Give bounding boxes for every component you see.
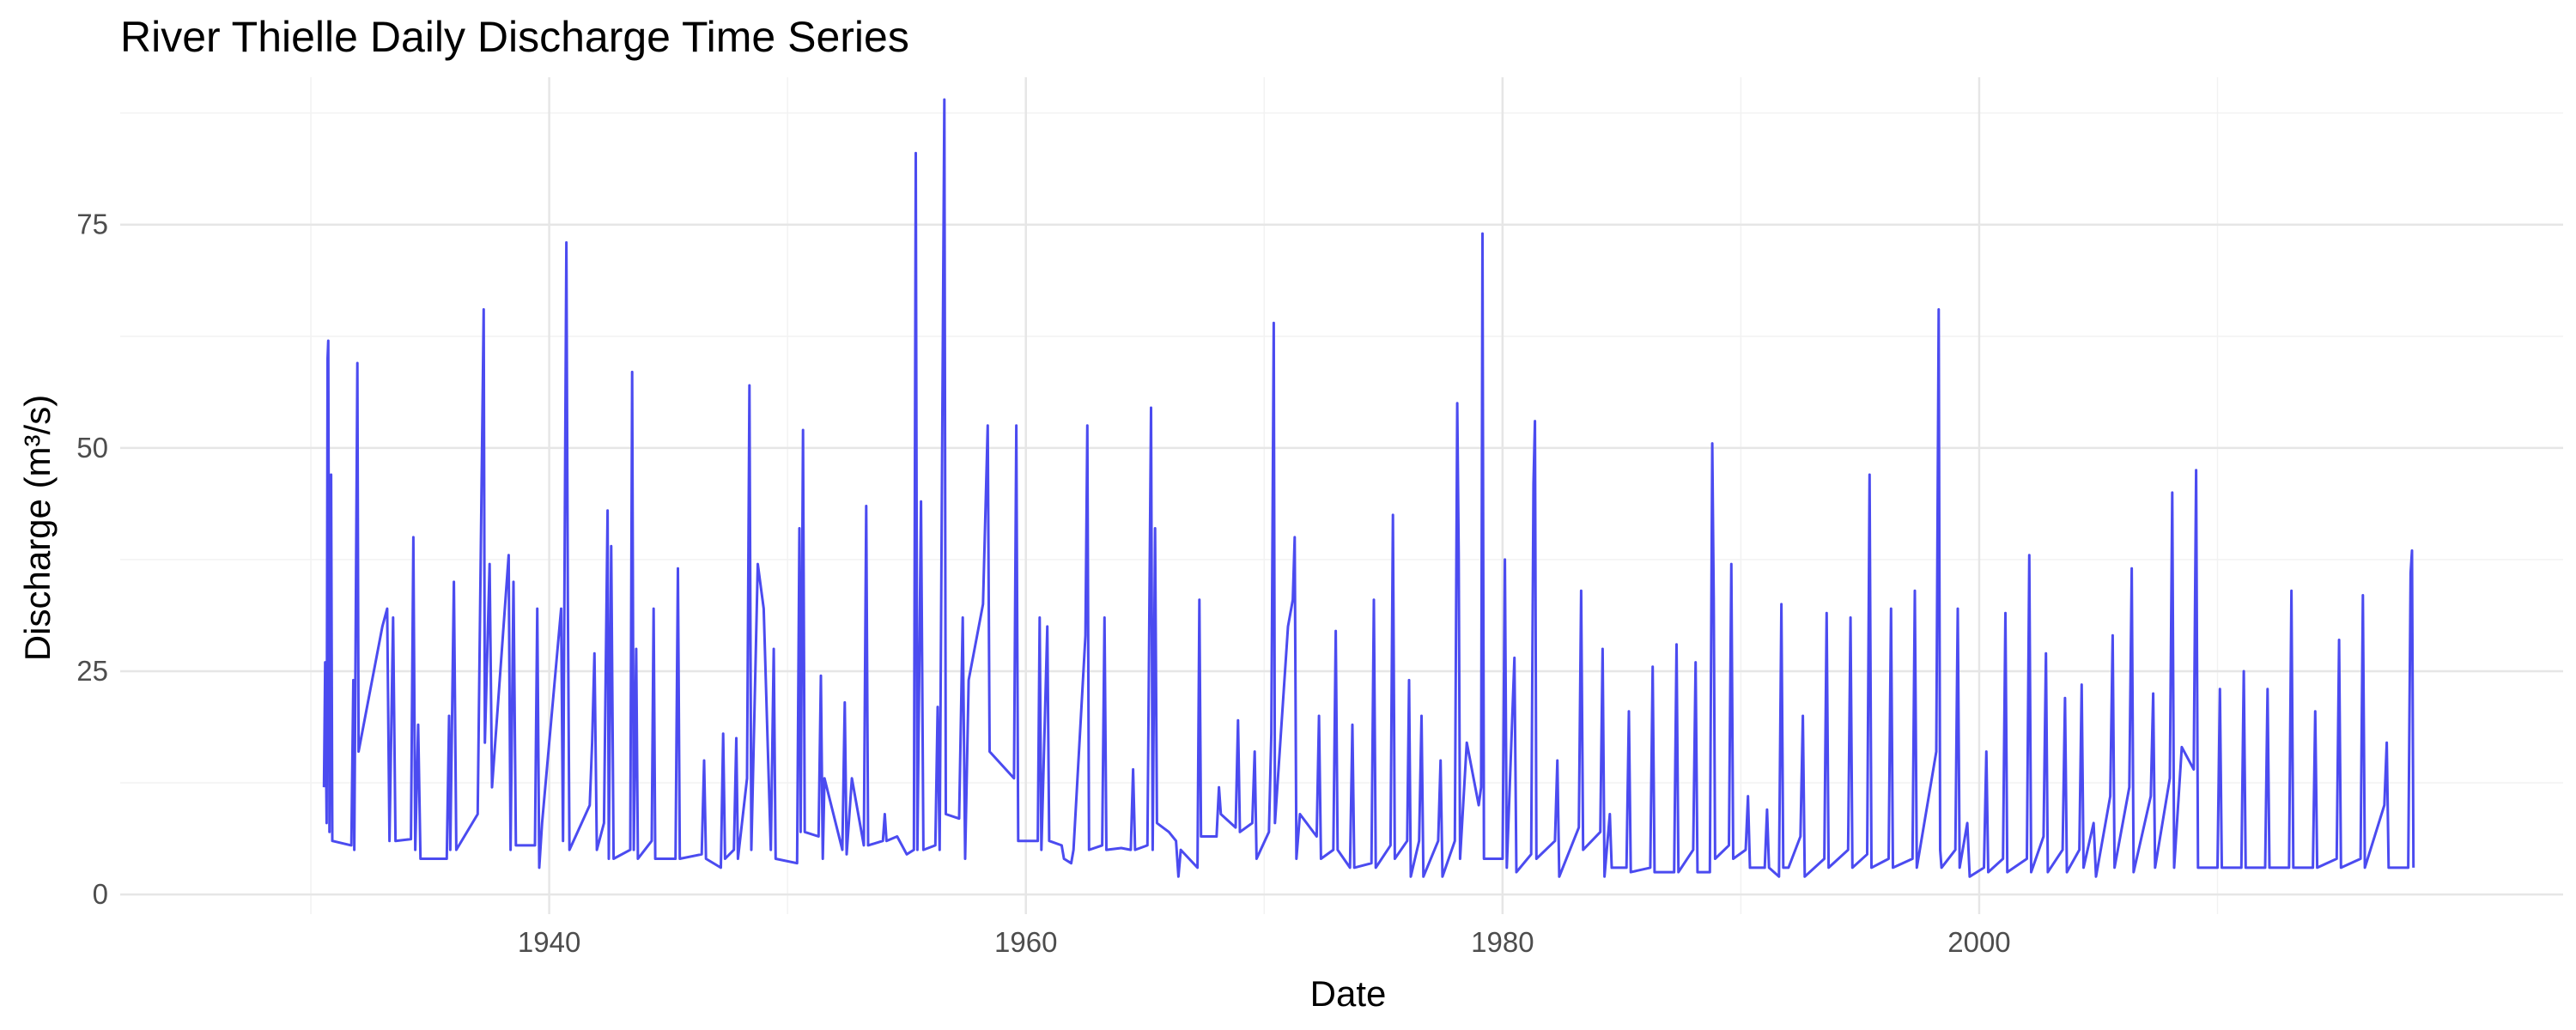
y-tick-label: 25 (76, 655, 108, 687)
y-tick-label: 75 (76, 209, 108, 240)
minor-gridlines (120, 77, 2563, 914)
y-tick-label: 0 (93, 878, 108, 910)
y-axis-title: Discharge (m³/s) (17, 395, 58, 661)
chart-title: River Thielle Daily Discharge Time Serie… (120, 13, 909, 61)
y-axis-ticks: 0 25 50 75 (76, 209, 108, 910)
y-tick-label: 50 (76, 432, 108, 464)
x-axis-ticks: 1940 1960 1980 2000 (518, 926, 2011, 958)
major-gridlines (120, 77, 2563, 914)
x-tick-label: 1980 (1471, 926, 1534, 958)
x-tick-label: 2000 (1947, 926, 2010, 958)
x-tick-label: 1960 (994, 926, 1057, 958)
x-tick-label: 1940 (518, 926, 580, 958)
x-axis-title: Date (1310, 973, 1387, 1014)
discharge-series-line (322, 98, 2415, 878)
